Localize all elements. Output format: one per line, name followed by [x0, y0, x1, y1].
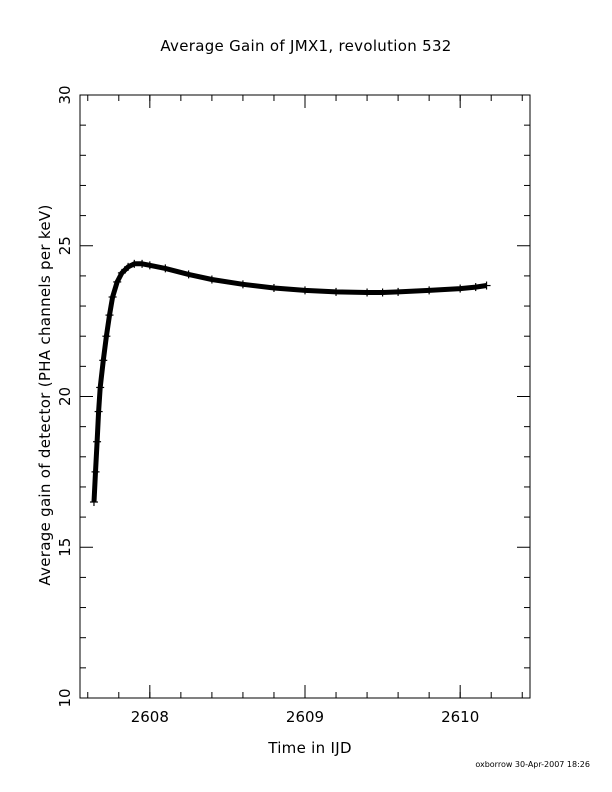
- y-tick-label: 20: [56, 387, 74, 406]
- data-series: [89, 259, 491, 507]
- chart-title: Average Gain of JMX1, revolution 532: [160, 37, 452, 55]
- footer-credit: oxborrow 30-Apr-2007 18:26: [475, 760, 590, 769]
- y-tick-label: 15: [56, 538, 74, 557]
- y-tick-label: 30: [56, 85, 74, 104]
- x-tick-label: 2609: [286, 708, 324, 726]
- x-axis-label: Time in IJD: [268, 739, 352, 757]
- y-tick-label: 25: [56, 236, 74, 255]
- axis-tick-labels: 2608 2609 2610 10 15 20 25 30: [56, 85, 479, 726]
- y-tick-label: 10: [56, 688, 74, 707]
- plot-frame: [79, 94, 531, 699]
- data-series-line: [91, 261, 487, 503]
- x-tick-label: 2608: [131, 708, 169, 726]
- axis-ticks: [80, 94, 530, 699]
- x-tick-label: 2610: [441, 708, 479, 726]
